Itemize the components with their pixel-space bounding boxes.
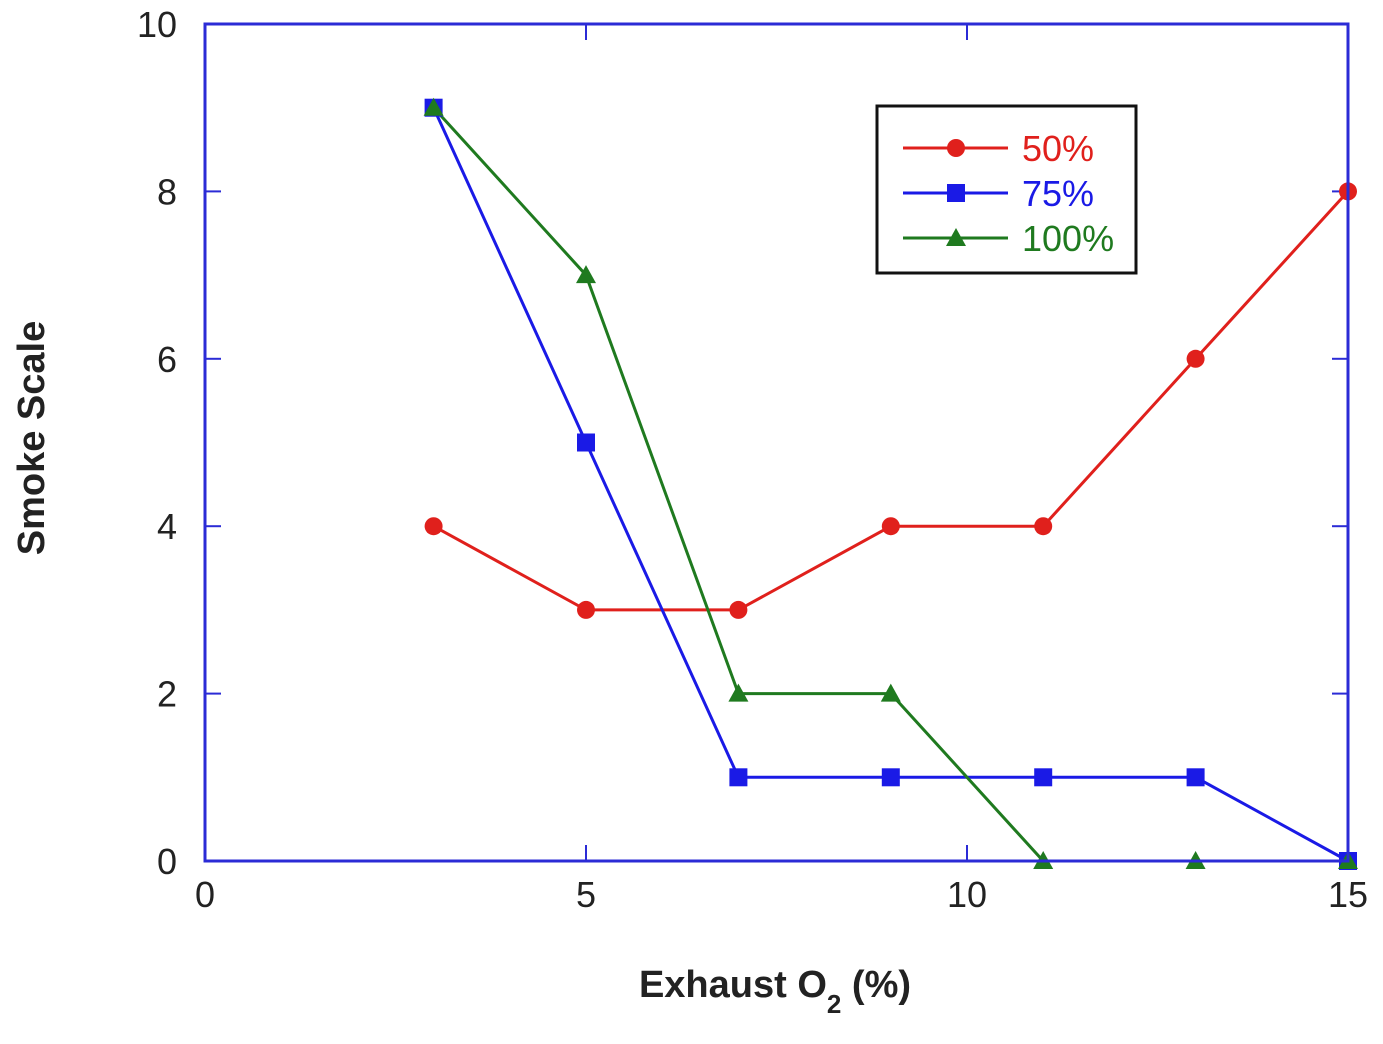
point-s2-2 xyxy=(728,683,749,702)
axis-ticks xyxy=(204,23,1349,862)
point-s1-5 xyxy=(1186,768,1205,787)
y-tick-label-0: 0 xyxy=(157,841,177,882)
legend: 50%75%100% xyxy=(875,104,1138,275)
legend-marker-0 xyxy=(947,139,965,157)
legend-label-0: 50% xyxy=(1022,128,1094,169)
point-s1-2 xyxy=(729,768,748,787)
y-axis-label: Smoke Scale xyxy=(11,321,53,555)
point-s2-0 xyxy=(423,97,444,116)
legend-marker-1 xyxy=(947,184,965,202)
x-tick-label-0: 0 xyxy=(195,874,215,915)
y-tick-label-2: 4 xyxy=(157,506,177,547)
point-s1-1 xyxy=(577,433,595,452)
x-axis-label-subscript: 2 xyxy=(827,989,841,1019)
x-axis-label-main: Exhaust O xyxy=(639,964,827,1006)
point-s2-1 xyxy=(576,265,596,284)
axis-tick-labels: 0 5 10 15 0 2 4 6 8 10 xyxy=(137,4,1368,915)
point-s0-4 xyxy=(1034,517,1053,536)
x-tick-label-3: 15 xyxy=(1328,874,1368,915)
legend-marker-2 xyxy=(946,228,966,246)
y-tick-label-1: 2 xyxy=(157,674,177,715)
point-s0-0 xyxy=(424,517,443,536)
legend-box xyxy=(875,104,1138,275)
point-s1-3 xyxy=(881,768,900,787)
point-s0-5 xyxy=(1186,349,1205,368)
x-tick-label-1: 5 xyxy=(576,874,596,915)
point-s0-3 xyxy=(881,517,900,536)
y-tick-label-3: 6 xyxy=(157,339,177,380)
plot-border xyxy=(203,22,1350,863)
y-tick-label-5: 10 xyxy=(137,4,177,45)
x-tick-label-2: 10 xyxy=(947,874,987,915)
legend-label-2: 100% xyxy=(1022,218,1114,259)
point-s0-2 xyxy=(729,600,748,619)
point-s2-3 xyxy=(880,683,901,702)
legend-label-1: 75% xyxy=(1022,173,1094,214)
x-axis-label-suffix: (%) xyxy=(841,964,911,1006)
point-s1-4 xyxy=(1034,768,1053,787)
point-s0-1 xyxy=(577,600,595,619)
y-tick-label-4: 8 xyxy=(157,171,177,212)
x-axis-label: Exhaust O2 (%) xyxy=(639,964,911,1019)
plot-frame xyxy=(203,22,1350,863)
